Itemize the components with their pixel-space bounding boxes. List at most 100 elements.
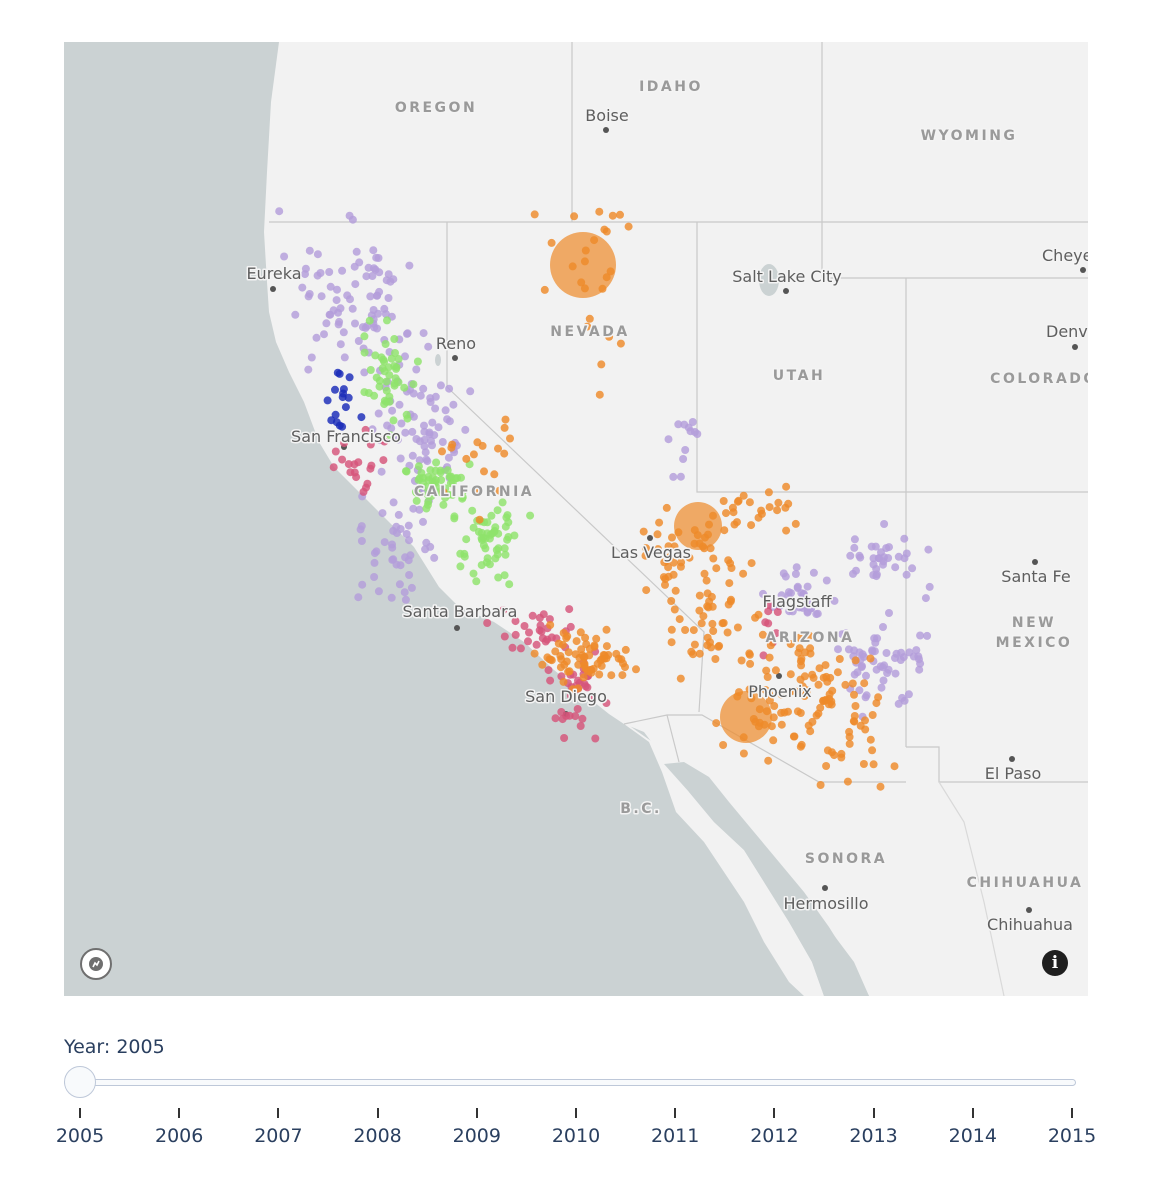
map-point <box>565 605 574 614</box>
map-point <box>821 661 830 670</box>
map-point <box>812 711 821 720</box>
map-point <box>494 573 503 582</box>
map-point <box>860 679 869 688</box>
map-point <box>430 431 439 440</box>
map-point <box>751 613 760 622</box>
map-point <box>345 211 354 220</box>
map-point <box>550 232 616 298</box>
map-point <box>333 285 341 294</box>
slider-tick-label-2012[interactable]: 2012 <box>750 1125 799 1147</box>
map-point <box>674 420 683 429</box>
map-point <box>564 648 573 657</box>
slider-tick <box>79 1108 81 1118</box>
map-point <box>462 535 471 544</box>
map-point <box>419 329 428 338</box>
map-point <box>639 527 648 536</box>
map-point <box>445 417 454 426</box>
map-point <box>402 410 411 419</box>
map-point <box>563 632 572 641</box>
map-point <box>771 666 780 675</box>
map-point <box>370 573 379 581</box>
map-point <box>852 566 860 575</box>
map-point <box>395 580 404 589</box>
slider-tick <box>277 1108 280 1118</box>
city-label-denver: Denver <box>1046 322 1088 341</box>
map-point <box>586 693 595 702</box>
map-point <box>387 354 396 363</box>
map-point <box>784 499 793 508</box>
slider-tick-label-2013[interactable]: 2013 <box>849 1125 898 1147</box>
map-point <box>401 428 410 437</box>
map-point <box>808 670 817 679</box>
map-point <box>834 645 842 654</box>
map-point <box>394 355 403 363</box>
slider-tick-label-2005[interactable]: 2005 <box>55 1125 105 1147</box>
map-point <box>676 472 685 481</box>
slider-tick-label-2007[interactable]: 2007 <box>254 1125 303 1147</box>
map-point <box>762 666 771 675</box>
map-point <box>405 571 414 579</box>
map-point <box>797 661 806 670</box>
slider-tick-label-2010[interactable]: 2010 <box>551 1125 601 1147</box>
map-point <box>848 679 857 688</box>
map-point <box>366 292 375 301</box>
map-point <box>890 762 899 771</box>
slider-tick-label-2014[interactable]: 2014 <box>948 1125 997 1147</box>
map-point <box>772 629 781 638</box>
map-point <box>360 368 369 377</box>
map-point <box>814 680 823 689</box>
map-point <box>688 418 697 426</box>
map-point <box>414 475 423 484</box>
map-point <box>338 266 347 275</box>
map-point <box>390 362 399 371</box>
state-label-bc: B.C. <box>620 801 662 817</box>
map-point <box>409 380 418 389</box>
map-point <box>493 506 502 515</box>
year-slider[interactable]: Year: 2005 2005 2006 2007 2008 2009 2010 2011 2… <box>0 1010 1160 1180</box>
map-point <box>400 588 409 597</box>
map-point <box>806 604 815 613</box>
map-point <box>304 365 313 374</box>
map-point <box>709 554 718 563</box>
slider-tick-label-2008[interactable]: 2008 <box>353 1125 402 1147</box>
map-point <box>408 451 417 460</box>
mapbox-logo-icon[interactable] <box>80 948 112 980</box>
slider-tick-label-2009[interactable]: 2009 <box>452 1125 501 1147</box>
map-point <box>580 659 589 668</box>
map-point <box>592 634 601 643</box>
slider-tick-label-2011[interactable]: 2011 <box>651 1125 700 1147</box>
map-point <box>374 587 383 596</box>
slider-tick <box>178 1108 181 1118</box>
map-point <box>335 369 344 378</box>
map-point <box>394 435 402 444</box>
map-point <box>320 330 328 339</box>
map-point <box>758 630 767 639</box>
map-point <box>711 655 720 663</box>
slider-rail[interactable] <box>64 1079 1076 1086</box>
map-point <box>558 640 567 649</box>
map-point <box>354 593 363 602</box>
map-point <box>354 458 363 467</box>
slider-tick <box>971 1108 974 1118</box>
map-point <box>280 252 289 261</box>
map-point <box>396 561 405 570</box>
map-point <box>500 544 509 553</box>
map-point <box>409 389 418 398</box>
map-point <box>805 631 814 640</box>
state-label-idaho: IDAHO <box>639 79 703 95</box>
map-canvas[interactable]: OREGON IDAHO WYOMING NEVADA UTAH COLORAD… <box>64 42 1088 996</box>
slider-tick-label-2006[interactable]: 2006 <box>155 1125 204 1147</box>
slider-tick-label-2015[interactable]: 2015 <box>1047 1125 1097 1147</box>
map-point <box>816 703 825 712</box>
state-label-new-mexico-1: NEW <box>1012 615 1056 631</box>
map-point <box>676 562 685 571</box>
map-point <box>383 421 392 430</box>
map-point <box>461 425 470 434</box>
info-icon[interactable]: i <box>1042 950 1068 976</box>
map-point <box>653 530 662 539</box>
map-point <box>872 665 881 674</box>
map[interactable]: OREGON IDAHO WYOMING NEVADA UTAH COLORAD… <box>64 42 1088 996</box>
map-point <box>602 654 611 663</box>
slider-handle[interactable] <box>64 1066 96 1098</box>
map-point <box>340 439 349 448</box>
